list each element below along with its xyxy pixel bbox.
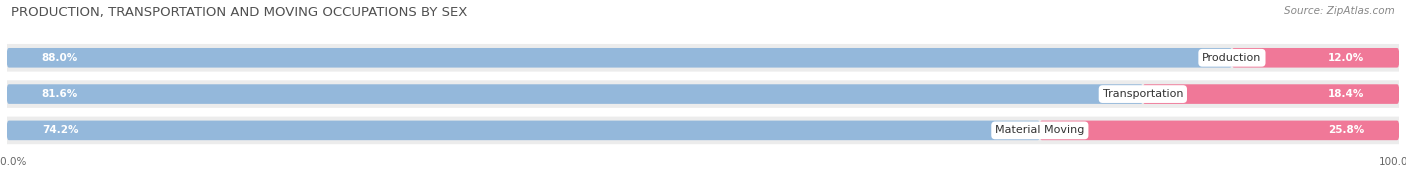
Text: 12.0%: 12.0% [1327,53,1364,63]
Text: 25.8%: 25.8% [1327,125,1364,135]
FancyBboxPatch shape [7,121,1040,140]
FancyBboxPatch shape [7,48,1232,68]
Text: Production: Production [1202,53,1261,63]
Text: 18.4%: 18.4% [1327,89,1364,99]
Text: 81.6%: 81.6% [42,89,79,99]
FancyBboxPatch shape [0,80,1406,108]
Text: PRODUCTION, TRANSPORTATION AND MOVING OCCUPATIONS BY SEX: PRODUCTION, TRANSPORTATION AND MOVING OC… [11,6,468,19]
FancyBboxPatch shape [1232,48,1399,68]
Text: Source: ZipAtlas.com: Source: ZipAtlas.com [1284,6,1395,16]
FancyBboxPatch shape [0,44,1406,72]
FancyBboxPatch shape [1039,121,1399,140]
FancyBboxPatch shape [1143,84,1399,104]
Text: 88.0%: 88.0% [42,53,79,63]
Text: Transportation: Transportation [1102,89,1182,99]
Text: 74.2%: 74.2% [42,125,79,135]
FancyBboxPatch shape [0,117,1406,144]
FancyBboxPatch shape [7,84,1143,104]
Text: Material Moving: Material Moving [995,125,1084,135]
